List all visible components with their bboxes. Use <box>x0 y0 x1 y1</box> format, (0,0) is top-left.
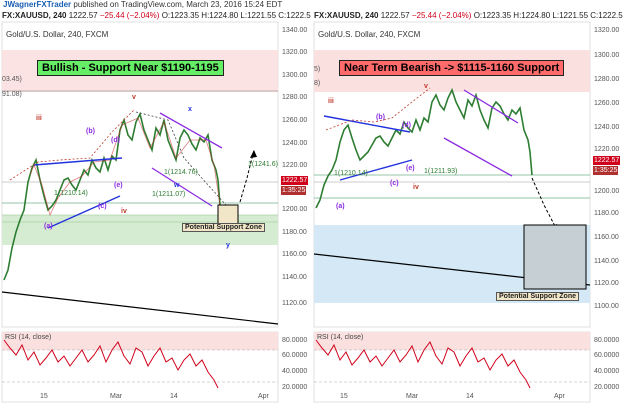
y-tick: 1180.00 <box>594 210 619 217</box>
y-tick: 1100.00 <box>594 303 619 310</box>
y-tick: 1220.00 <box>282 162 308 169</box>
publish-info: published on TradingView.com, March 23, … <box>71 0 283 9</box>
wave-label-iii: iii <box>328 98 334 105</box>
y-tick: 1140.00 <box>282 274 307 281</box>
wave-label-c: (c) <box>98 203 107 210</box>
y-tick: 1120.00 <box>594 280 619 287</box>
fib-label-2: 1(1210.14) <box>334 170 368 177</box>
wave-label-e: (e) <box>406 165 415 172</box>
wave-label-y: y <box>226 242 230 249</box>
y-tick: 1160.00 <box>594 234 619 241</box>
y-tick: 1320.00 <box>282 49 308 56</box>
ohlc-values: O:1223.35 H:1224.80 L:1221.55 C:1222.5 <box>161 11 311 20</box>
symbol-name[interactable]: FX:XAUUSD, 240 <box>2 11 67 20</box>
wave-label-b: (b) <box>376 114 385 121</box>
rsi-tick: 80.0000 <box>282 337 308 344</box>
fib-label-4: 1(1241.6) <box>248 161 278 168</box>
bearish-banner: Near Term Bearish -> $1115-1160 Support <box>339 60 565 76</box>
y-tick: 1300.00 <box>282 72 308 79</box>
wave-label-e: (e) <box>114 182 123 189</box>
price-change: −25.44 (−2.04%) <box>99 11 160 20</box>
y-tick: 1280.00 <box>282 94 308 101</box>
y-tick: 1280.00 <box>594 76 620 83</box>
x-tick: Mar <box>110 393 123 400</box>
x-tick: 14 <box>170 393 178 400</box>
x-tick: 15 <box>40 393 48 400</box>
y-tick: 1240.00 <box>282 140 308 147</box>
ohlc-values: O:1223.35 H:1224.80 L:1221.55 C:1222.5 <box>473 11 623 20</box>
y-tick: 1120.00 <box>282 300 307 307</box>
x-tick: Apr <box>554 393 565 400</box>
symbol-header: FX:XAUUSD, 240 1222.57 −25.44 (−2.04%) O… <box>2 10 311 21</box>
y-tick: 1240.00 <box>594 124 620 131</box>
bullish-banner: Bullish - Support Near $1190-1195 <box>37 60 224 76</box>
y-tick: 1160.00 <box>282 251 307 258</box>
fib-label-1: 1(1211.93) <box>424 168 458 175</box>
fib-label-1: 1(1210.14) <box>54 190 88 197</box>
rsi-label: RSI (14, close) <box>5 334 52 341</box>
rsi-tick: 40.0000 <box>594 368 620 375</box>
wave-label-d: (d) <box>111 137 120 144</box>
chart-panel-left[interactable]: FX:XAUUSD, 240 1222.57 −25.44 (−2.04%) O… <box>0 10 311 405</box>
last-price: 1222.57 <box>380 11 410 20</box>
wave-label-v: v <box>132 94 136 101</box>
x-tick: 15 <box>340 393 348 400</box>
chart-panel-right[interactable]: FX:XAUUSD, 240 1222.57 −25.44 (−2.04%) O… <box>312 10 624 405</box>
wave-label-iv: iv <box>413 184 419 191</box>
price-change: −25.44 (−2.04%) <box>411 11 472 20</box>
y-tick: 1140.00 <box>594 258 619 265</box>
wave-label-iii: iii <box>36 115 42 122</box>
left-edge-label-2: 8) <box>314 80 321 87</box>
wave-label-w: w <box>174 182 180 189</box>
fib-label-3: 1(1214.76) <box>164 169 198 176</box>
author-name[interactable]: JWagnerFXTrader <box>3 0 72 9</box>
publish-header: JWagnerFXTrader published on TradingView… <box>0 0 624 10</box>
last-price: 1222.57 <box>68 11 98 20</box>
countdown-tag: 1:35:25 <box>593 166 619 175</box>
left-edge-label-2: 91.08) <box>2 91 22 98</box>
rsi-label: RSI (14, close) <box>317 334 364 341</box>
wave-label-x: x <box>188 106 192 113</box>
y-tick: 1180.00 <box>282 229 307 236</box>
y-tick: 1260.00 <box>594 100 620 107</box>
x-tick: Mar <box>406 393 419 400</box>
rsi-tick: 20.0000 <box>594 384 620 391</box>
subtitle: Gold/U.S. Dollar, 240, FXCM <box>318 30 421 39</box>
rsi-tick: 40.0000 <box>282 368 308 375</box>
left-edge-label-1: 03.45) <box>2 76 22 83</box>
wave-label-a: (a) <box>336 203 345 210</box>
wave-label-c: (c) <box>390 180 399 187</box>
symbol-header: FX:XAUUSD, 240 1222.57 −25.44 (−2.04%) O… <box>314 10 623 21</box>
subtitle: Gold/U.S. Dollar, 240, FXCM <box>6 30 109 39</box>
wave-label-d: (d) <box>402 122 411 129</box>
wave-label-a: (a) <box>44 223 53 230</box>
wave-label-iv: iv <box>121 208 127 215</box>
fib-label-2: 1(1211.07) <box>152 191 186 198</box>
x-tick: 14 <box>466 393 474 400</box>
support-zone-label: Potential Support Zone <box>496 292 579 301</box>
last-price-tag: 1222.57 <box>593 156 621 165</box>
rsi-tick: 60.0000 <box>594 352 620 359</box>
wave-label-b: (b) <box>86 128 95 135</box>
last-price-tag: 1222.57 <box>281 176 309 185</box>
y-tick: 1260.00 <box>282 117 308 124</box>
y-tick: 1200.00 <box>594 188 620 195</box>
rsi-tick: 80.0000 <box>594 337 620 344</box>
symbol-name[interactable]: FX:XAUUSD, 240 <box>314 11 379 20</box>
countdown-tag: 1:35:25 <box>281 186 307 195</box>
y-tick: 1300.00 <box>594 52 620 59</box>
y-tick: 1340.00 <box>282 27 308 34</box>
wave-label-v: v <box>424 83 428 90</box>
y-tick: 1320.00 <box>594 27 620 34</box>
y-tick: 1220.00 <box>594 146 620 153</box>
x-tick: Apr <box>258 393 269 400</box>
support-zone-label: Potential Support Zone <box>182 223 265 232</box>
rsi-tick: 60.0000 <box>282 352 308 359</box>
rsi-tick: 20.0000 <box>282 384 308 391</box>
y-tick: 1200.00 <box>282 206 308 213</box>
left-edge-label-1: 5) <box>314 66 321 73</box>
